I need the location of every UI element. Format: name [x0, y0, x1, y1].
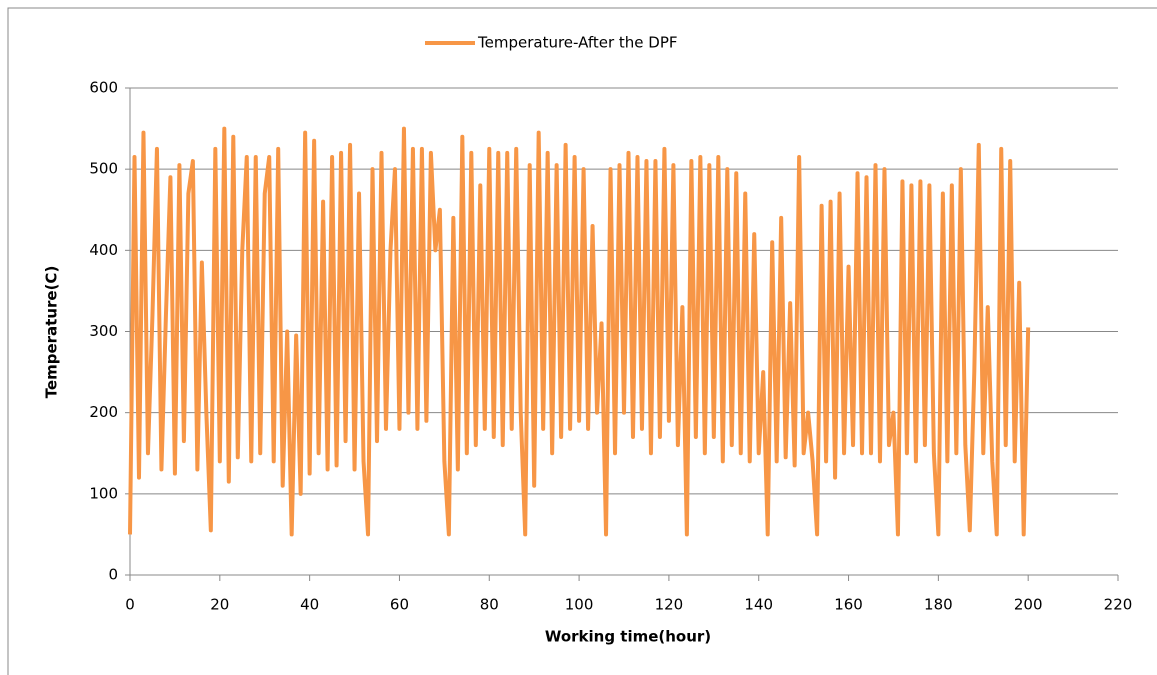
y-tick-label: 500: [89, 160, 118, 178]
x-tick-label: 20: [210, 596, 229, 614]
x-tick-label: 40: [300, 596, 319, 614]
y-tick-label: 200: [89, 403, 118, 421]
data-line: [128, 126, 1031, 537]
x-tick-label: 120: [655, 596, 684, 614]
y-tick-label: 100: [89, 484, 118, 502]
y-tick-label: 300: [89, 322, 118, 340]
y-tick-label: 0: [108, 566, 118, 584]
x-tick-label: 180: [924, 596, 953, 614]
x-tick-label: 140: [744, 596, 773, 614]
x-tick-label: 60: [390, 596, 409, 614]
x-tick-label: 220: [1104, 596, 1133, 614]
x-tick-label: 0: [125, 596, 135, 614]
y-tick-label: 600: [89, 79, 118, 97]
x-tick-label: 200: [1014, 596, 1043, 614]
x-tick-label: 80: [480, 596, 499, 614]
y-axis-title: Temperature(C): [43, 266, 61, 399]
x-tick-label: 100: [565, 596, 594, 614]
x-tick-label: 160: [834, 596, 863, 614]
legend-label: Temperature-After the DPF: [477, 34, 678, 52]
y-tick-label: 400: [89, 241, 118, 259]
x-axis-title: Working time(hour): [545, 628, 711, 646]
